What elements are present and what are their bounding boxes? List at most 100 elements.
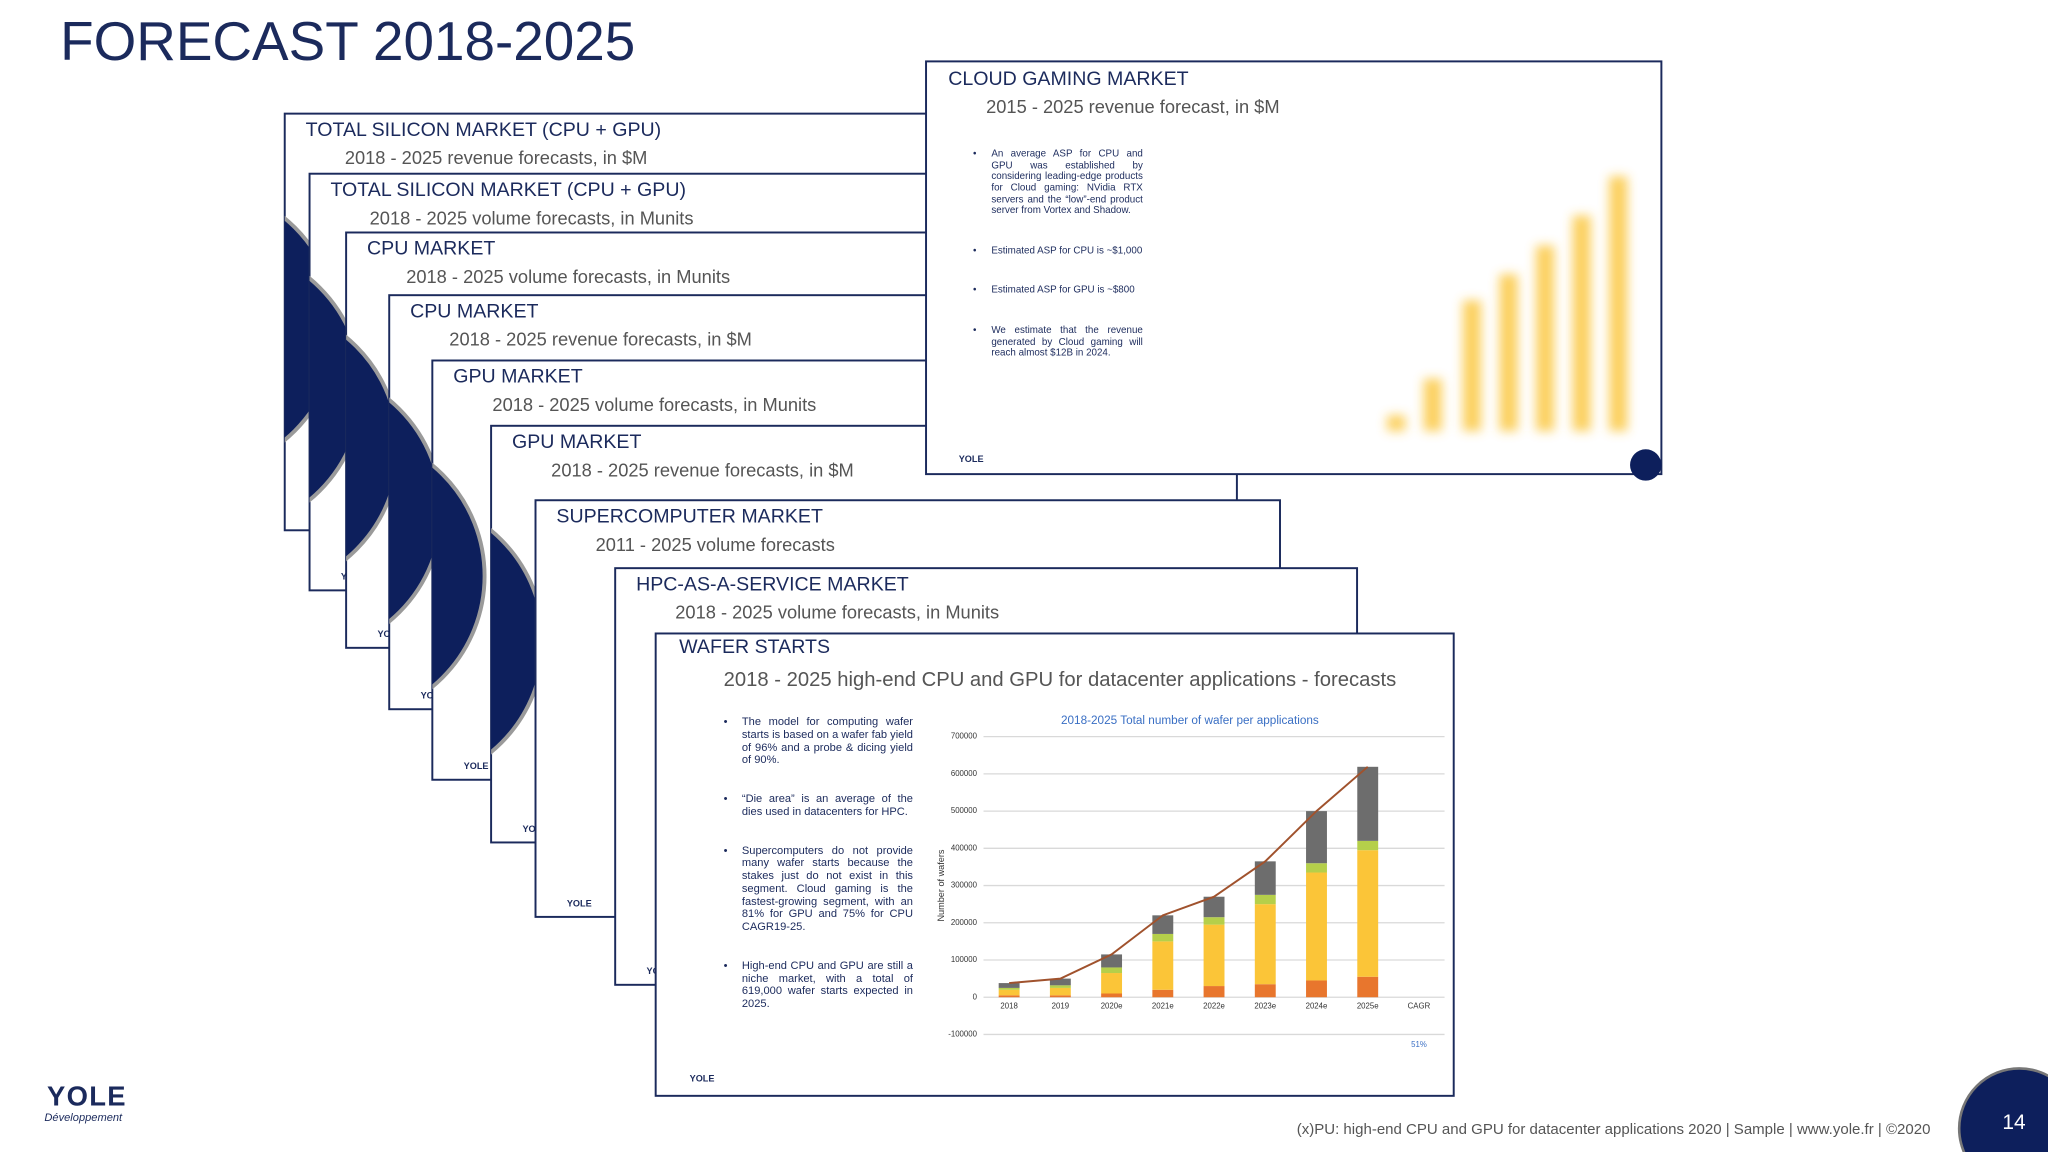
bar-segment xyxy=(1152,933,1174,942)
x-tick-label: 2019 xyxy=(1052,1001,1069,1010)
bar-segment xyxy=(1306,811,1327,864)
card-subtitle: 2018 - 2025 volume forecasts, in Munits xyxy=(675,602,999,623)
y-tick-label: 0 xyxy=(973,992,978,1001)
x-tick-label: 2018 xyxy=(1000,1001,1018,1010)
bar-segment xyxy=(1152,989,1174,998)
y-tick-label: 300000 xyxy=(951,881,978,890)
blurred-bar xyxy=(1536,245,1555,432)
bar-segment xyxy=(1357,850,1379,977)
bullet-text: “Die area” is an average of the dies use… xyxy=(741,791,913,818)
card-title: WAFER STARTS xyxy=(679,636,830,658)
x-tick-label: 2025e xyxy=(1357,1001,1379,1010)
bullet-box: • An average ASP for CPU and GPU was esta… xyxy=(973,149,1143,359)
card-title: TOTAL SILICON MARKET (CPU + GPU) xyxy=(306,119,662,141)
card-logo: YOLE xyxy=(959,454,984,464)
y-tick-label: 700000 xyxy=(951,732,978,741)
total-line xyxy=(1009,766,1369,985)
card-title: TOTAL SILICON MARKET (CPU + GPU) xyxy=(330,179,686,201)
card-subtitle: 2018 - 2025 volume forecasts, in Munits xyxy=(370,207,694,228)
card-subtitle: 2018 - 2025 revenue forecasts, in $M xyxy=(449,329,752,350)
card-title: HPC-AS-A-SERVICE MARKET xyxy=(636,573,909,595)
card-title: GPU MARKET xyxy=(512,431,641,453)
y-tick-label: -100000 xyxy=(948,1030,977,1039)
blurred-bar xyxy=(1572,215,1591,432)
bullet-text: We estimate that the revenue generated b… xyxy=(991,323,1143,359)
bar-segment xyxy=(1152,915,1174,934)
x-tick-label: 2020e xyxy=(1101,1001,1123,1010)
brand-logo: YOLE xyxy=(47,1081,127,1112)
bar-segment xyxy=(1049,995,1071,998)
y-tick-label: 600000 xyxy=(951,769,978,778)
bar-segment xyxy=(1049,985,1071,988)
bar-segment xyxy=(1306,872,1327,981)
card-title: CPU MARKET xyxy=(410,300,538,322)
bar-segment xyxy=(1254,984,1276,998)
page-number-badge xyxy=(1957,1067,2048,1157)
card-subtitle: 2018 - 2025 high-end CPU and GPU for dat… xyxy=(724,669,1397,691)
x-tick-label: 2022e xyxy=(1203,1001,1225,1010)
y-tick-label: 200000 xyxy=(951,918,978,927)
x-tick-label: 2021e xyxy=(1152,1001,1174,1010)
y-tick-label: 500000 xyxy=(951,806,978,815)
bar-segment xyxy=(1203,986,1225,998)
bar-segment xyxy=(1254,904,1276,985)
card-logo: YOLE xyxy=(567,898,592,908)
blurred-bar xyxy=(1499,274,1518,432)
card-subtitle: 2015 - 2025 revenue forecast, in $M xyxy=(986,96,1279,117)
card-subtitle: 2018 - 2025 volume forecasts, in Munits xyxy=(492,394,816,415)
footer-text: (x)PU: high-end CPU and GPU for datacent… xyxy=(1297,1121,1931,1138)
card-title: CLOUD GAMING MARKET xyxy=(948,68,1188,90)
bar-segment xyxy=(998,995,1020,998)
bullet-dot: • xyxy=(723,843,728,857)
bullet-text: High-end CPU and GPU are still a niche m… xyxy=(741,958,913,1010)
x-tick-label: 2023e xyxy=(1254,1001,1276,1010)
bar-segment xyxy=(998,989,1020,996)
slide-title: FORECAST 2018-2025 xyxy=(60,10,635,72)
bar-segment xyxy=(1254,861,1276,895)
bullet-text: Estimated ASP for CPU is ~$1,000 xyxy=(991,243,1143,256)
page-badge xyxy=(1630,449,1662,481)
bullet-dot: • xyxy=(723,958,728,972)
card-disc xyxy=(432,462,487,690)
bar-segment xyxy=(998,983,1020,988)
bar-segment xyxy=(1101,967,1123,974)
blurred-bar xyxy=(1609,176,1628,432)
card-subtitle: 2018 - 2025 revenue forecasts, in $M xyxy=(345,147,648,168)
bullet-text: An average ASP for CPU and GPU was estab… xyxy=(991,148,1143,216)
bullet: • Estimated ASP for CPU is ~$1,000 xyxy=(973,243,1143,256)
bar-segment xyxy=(1306,980,1327,998)
bullet: • The model for computing wafer starts is… xyxy=(724,716,913,767)
bullet-text: Supercomputers do not provide many wafer… xyxy=(741,843,913,933)
page-number: 14 xyxy=(2002,1111,2025,1134)
brand-subtitle: Développement xyxy=(44,1112,123,1124)
cagr-value: 51% xyxy=(1411,1040,1427,1049)
bullet-dot: • xyxy=(973,243,977,256)
bullet: • An average ASP for CPU and GPU was esta… xyxy=(973,149,1143,217)
bar-segment xyxy=(1152,941,1174,990)
bullet: • Supercomputers do not provide many wafe… xyxy=(723,843,913,934)
y-tick-label: 400000 xyxy=(951,843,978,852)
card-title: SUPERCOMPUTER MARKET xyxy=(556,505,823,527)
bar-segment xyxy=(998,987,1020,990)
bar-segment xyxy=(1203,896,1225,918)
blurred-bar xyxy=(1387,415,1406,432)
bullet: • Estimated ASP for GPU is ~$800 xyxy=(973,283,1143,296)
bullet: • “Die area” is an average of the dies us… xyxy=(724,791,913,819)
bar-segment xyxy=(1357,766,1379,841)
bullet-text: Estimated ASP for GPU is ~$800 xyxy=(991,283,1135,296)
bullet-dot: • xyxy=(973,283,977,296)
bullet-dot: • xyxy=(723,715,728,728)
x-tick-label: CAGR xyxy=(1408,1001,1431,1010)
bar-segment xyxy=(1357,976,1379,998)
card-subtitle: 2018 - 2025 revenue forecasts, in $M xyxy=(551,459,854,480)
bar-segment xyxy=(1203,917,1225,925)
bullet: • High-end CPU and GPU are still a niche … xyxy=(723,958,913,1011)
chart-title: 2018-2025 Total number of wafer per appl… xyxy=(1061,714,1319,727)
bullet-dot: • xyxy=(973,323,977,336)
card-subtitle: 2018 - 2025 volume forecasts, in Munits xyxy=(406,266,730,287)
bar-segment xyxy=(1254,894,1276,905)
bullet-box: • The model for computing wafer starts is… xyxy=(723,716,913,1011)
y-tick-label: 100000 xyxy=(951,955,978,964)
